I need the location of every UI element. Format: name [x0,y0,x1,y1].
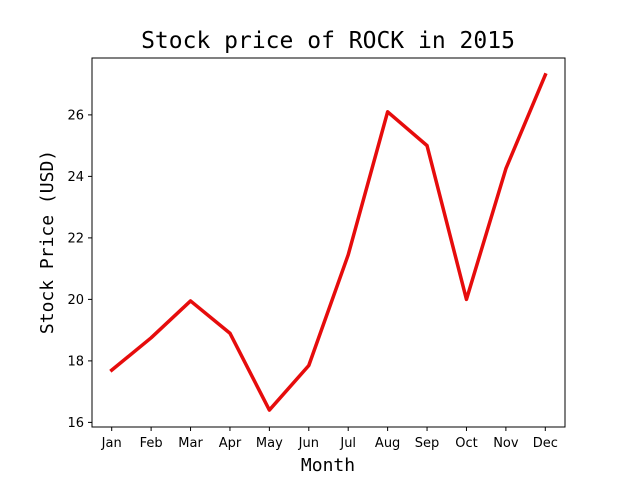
x-tick-label: May [256,436,283,451]
x-tick-label: Jan [101,436,122,451]
x-tick-label: Mar [178,436,203,451]
y-tick-label: 20 [67,293,84,308]
x-tick-label: Feb [140,436,163,451]
x-tick-label: Aug [375,436,400,451]
chart-title: Stock price of ROCK in 2015 [141,28,515,54]
x-axis: Jan Feb Mar Apr May Jun Jul Aug Sep Oct Nov Dec [101,427,558,451]
y-tick-label: 18 [67,354,84,369]
x-tick-label: Sep [415,436,440,451]
x-tick-label: Oct [455,436,477,451]
x-tick-label: Jul [339,436,356,451]
y-tick-label: 22 [67,231,84,246]
y-tick-label: 16 [67,416,84,431]
plot-area-frame [91,57,566,428]
series-line [109,72,548,412]
x-tick-label: Jun [298,436,319,451]
y-axis-label: Stock Price (USD) [37,150,58,334]
y-axis: 16 18 20 22 24 26 [67,108,92,431]
x-tick-label: Nov [493,436,519,451]
y-tick-label: 26 [67,108,84,123]
x-tick-label: Apr [219,436,242,451]
x-tick-label: Dec [533,436,558,451]
x-axis-label: Month [301,455,355,476]
y-tick-label: 24 [67,170,84,185]
series-layer [109,72,548,412]
